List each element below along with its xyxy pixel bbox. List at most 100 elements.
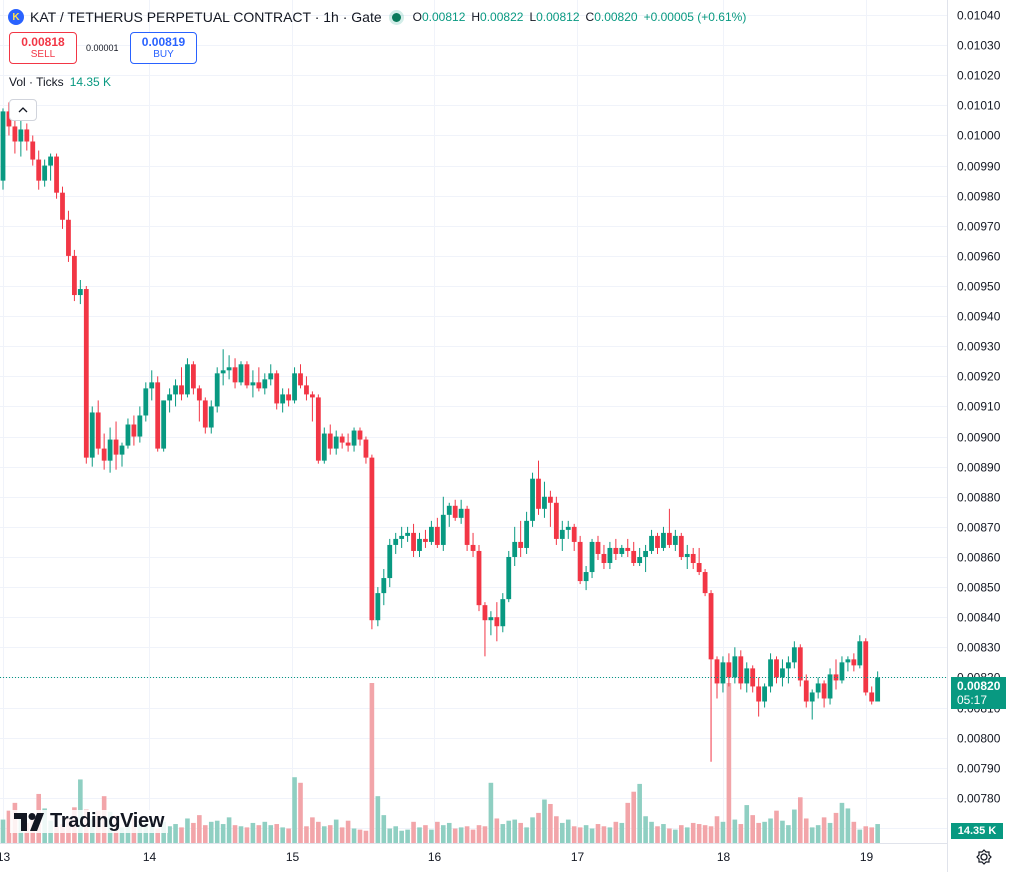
volume-bar xyxy=(560,822,565,843)
candle-body xyxy=(24,129,30,142)
candle-body xyxy=(125,424,131,446)
candle-body xyxy=(12,126,18,142)
tradingview-logo[interactable]: TradingView xyxy=(10,810,169,833)
candle-body xyxy=(553,502,559,539)
price-tick-label: 0.00900 xyxy=(957,431,1001,445)
tradingview-logo-text: TradingView xyxy=(50,810,165,832)
volume-bar xyxy=(601,826,607,843)
volume-bar xyxy=(405,829,410,843)
volume-bar xyxy=(565,819,571,843)
volume-bar xyxy=(643,816,648,843)
volume-bar xyxy=(304,826,309,843)
volume-bar xyxy=(833,812,839,843)
price-tick-label: 0.00920 xyxy=(957,370,1001,384)
volume-bar xyxy=(0,819,6,843)
time-axis[interactable]: 13 14 15 16 17 18 19 xyxy=(0,850,873,864)
candle-body xyxy=(89,412,95,458)
candle-body xyxy=(315,397,321,461)
volume-bar xyxy=(470,829,476,843)
candle-body xyxy=(399,535,405,539)
candle-body xyxy=(226,367,232,371)
price-tick-label: 0.00780 xyxy=(957,792,1001,806)
current-price-value: 0.00820 xyxy=(957,679,1001,693)
volume-bar xyxy=(768,818,773,843)
candle-body xyxy=(286,394,291,401)
candle-body xyxy=(310,394,315,398)
volume-bar xyxy=(803,818,809,843)
volume-bar xyxy=(827,822,833,843)
candle-body xyxy=(678,535,684,557)
volume-bar xyxy=(214,820,220,843)
candle-body xyxy=(196,388,202,401)
volume-bar xyxy=(684,827,690,843)
open-value: 0.00812 xyxy=(421,10,466,24)
volume-bar xyxy=(821,817,827,843)
volume-bar xyxy=(119,827,125,843)
volume-bar xyxy=(441,825,446,843)
tradingview-logo-icon xyxy=(14,812,44,831)
candle-body xyxy=(274,373,280,404)
price-axis[interactable]: 0.01040 0.01030 0.01020 0.01010 0.01000 0.009… xyxy=(957,9,1001,836)
sell-button[interactable]: 0.00818 SELL xyxy=(9,32,77,64)
candle-body xyxy=(655,535,660,548)
candle-body xyxy=(667,532,672,545)
volume-bar xyxy=(232,825,238,843)
volume-bar xyxy=(208,821,214,843)
candle-body xyxy=(684,553,690,557)
candle-body xyxy=(500,599,506,627)
volume-bar xyxy=(667,828,672,843)
volume-bar xyxy=(417,827,422,843)
volume-bar xyxy=(238,826,244,843)
volume-bar xyxy=(845,808,851,843)
volume-bar xyxy=(54,826,59,843)
symbol-title[interactable]: KAT / TETHERUS PERPETUAL CONTRACT · 1h ·… xyxy=(30,9,382,25)
candle-body xyxy=(595,541,601,554)
volume-bar xyxy=(851,821,857,843)
volume-bar xyxy=(542,799,547,843)
volume-bar xyxy=(179,827,184,843)
candlesticks xyxy=(0,102,881,762)
price-tick-label: 0.01020 xyxy=(957,69,1001,83)
candle-body xyxy=(875,677,881,702)
candle-body xyxy=(214,373,220,407)
candle-body xyxy=(220,370,226,374)
volume-bar xyxy=(536,812,541,843)
candle-body xyxy=(619,547,625,554)
collapse-legend-button[interactable] xyxy=(9,99,37,121)
candle-body xyxy=(470,544,476,551)
volume-bar xyxy=(506,820,512,843)
volume-bar xyxy=(524,827,529,843)
candle-body xyxy=(791,647,797,663)
candle-body xyxy=(762,686,767,702)
price-tick-label: 0.00850 xyxy=(957,581,1001,595)
candle-body xyxy=(583,572,589,582)
candle-body xyxy=(631,550,637,564)
volume-bar xyxy=(607,827,613,843)
candle-body xyxy=(60,192,65,220)
candle-body xyxy=(262,379,268,389)
buy-button[interactable]: 0.00819 BUY xyxy=(130,32,197,64)
close-key: C xyxy=(585,10,595,24)
candle-body xyxy=(202,400,208,428)
candle-body xyxy=(839,662,845,681)
volume-bar xyxy=(774,810,779,843)
price-tick-label: 0.00940 xyxy=(957,310,1001,324)
volume-bar xyxy=(339,827,345,843)
volume-bar xyxy=(702,825,708,843)
candle-body xyxy=(506,556,512,600)
volume-bar xyxy=(863,826,869,843)
candle-body xyxy=(107,439,113,461)
candle-body xyxy=(292,373,297,401)
volume-legend[interactable]: Vol · Ticks 14.35 K xyxy=(9,75,111,89)
candle-body xyxy=(369,457,375,621)
candle-body xyxy=(429,526,434,542)
candle-body xyxy=(119,445,125,455)
candle-body xyxy=(393,538,399,545)
volume-bar xyxy=(583,825,589,843)
price-tick-label: 0.00860 xyxy=(957,551,1001,565)
candle-body xyxy=(756,686,762,702)
volume-bar xyxy=(839,802,845,843)
settings-gear-icon[interactable] xyxy=(975,848,993,866)
volume-bar xyxy=(554,816,559,843)
